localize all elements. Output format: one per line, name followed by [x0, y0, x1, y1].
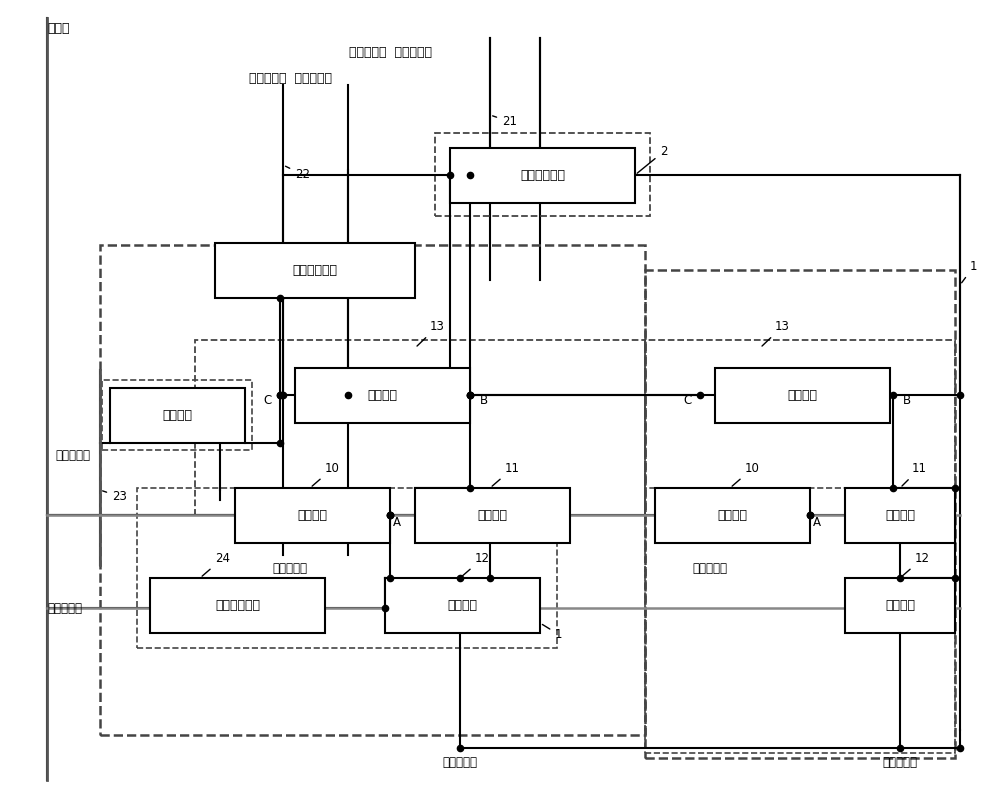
Text: 13: 13: [417, 320, 445, 346]
Text: 存储模块: 存储模块: [788, 389, 818, 402]
FancyBboxPatch shape: [450, 148, 635, 203]
Text: A: A: [813, 516, 821, 530]
FancyBboxPatch shape: [295, 368, 470, 423]
FancyBboxPatch shape: [845, 578, 955, 633]
FancyBboxPatch shape: [110, 388, 245, 443]
Text: 11: 11: [902, 462, 927, 486]
Text: 第二控制线  第三电源线: 第二控制线 第三电源线: [249, 71, 332, 85]
Text: B: B: [480, 394, 488, 406]
Text: 11: 11: [492, 462, 520, 486]
Text: 第二扫描线: 第二扫描线: [692, 562, 728, 574]
Text: 12: 12: [902, 552, 930, 577]
Text: 第一扫描线: 第一扫描线: [273, 562, 308, 574]
Text: 21: 21: [493, 115, 517, 128]
FancyBboxPatch shape: [655, 488, 810, 543]
FancyBboxPatch shape: [715, 368, 890, 423]
Text: A: A: [393, 516, 401, 530]
Text: 第三控制线: 第三控制线: [55, 448, 90, 462]
Text: 第四控制线: 第四控制线: [47, 601, 82, 615]
Text: 第二重置模块: 第二重置模块: [293, 264, 338, 277]
Text: 数据线: 数据线: [47, 21, 70, 35]
Text: 第一重置模块: 第一重置模块: [520, 169, 565, 182]
Text: 2: 2: [637, 145, 668, 173]
Text: C: C: [683, 394, 691, 406]
Text: 存储模块: 存储模块: [368, 389, 398, 402]
Text: 第二电源线: 第二电源线: [443, 756, 478, 768]
Text: C: C: [263, 394, 271, 406]
Text: 1: 1: [962, 260, 978, 283]
FancyBboxPatch shape: [845, 488, 955, 543]
Text: 发光模块: 发光模块: [885, 599, 915, 612]
Text: 10: 10: [312, 462, 340, 486]
Text: 控制模块: 控制模块: [163, 409, 193, 422]
Text: 23: 23: [103, 490, 127, 503]
FancyBboxPatch shape: [215, 243, 415, 298]
Text: 输入模块: 输入模块: [718, 509, 748, 522]
Text: 输入模块: 输入模块: [298, 509, 328, 522]
Text: 10: 10: [732, 462, 760, 486]
Text: 第二电源线: 第二电源线: [883, 756, 918, 768]
Text: 发光模块: 发光模块: [448, 599, 478, 612]
Text: 1: 1: [542, 624, 562, 641]
Text: 辅助放电模块: 辅助放电模块: [215, 599, 260, 612]
Text: 12: 12: [462, 552, 490, 577]
Text: 22: 22: [285, 166, 310, 181]
Text: 驱动模块: 驱动模块: [885, 509, 915, 522]
Text: 第一控制线  第一电源线: 第一控制线 第一电源线: [349, 45, 432, 59]
FancyBboxPatch shape: [415, 488, 570, 543]
Text: 13: 13: [762, 320, 790, 346]
FancyBboxPatch shape: [385, 578, 540, 633]
FancyBboxPatch shape: [150, 578, 325, 633]
Text: 24: 24: [202, 552, 230, 577]
FancyBboxPatch shape: [235, 488, 390, 543]
Text: 驱动模块: 驱动模块: [478, 509, 508, 522]
Text: B: B: [903, 394, 911, 406]
